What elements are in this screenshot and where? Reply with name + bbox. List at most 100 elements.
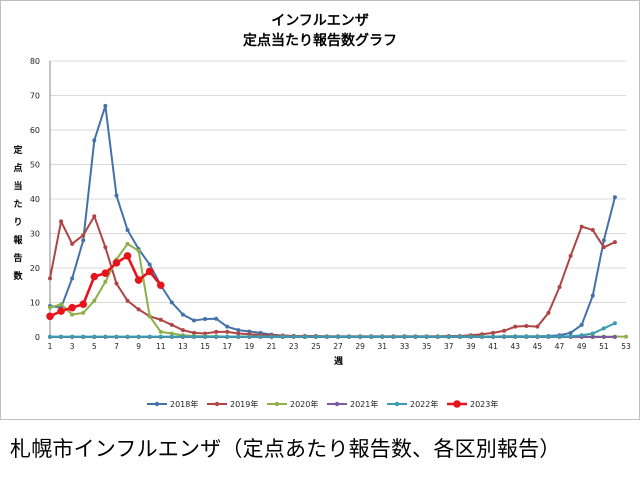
data-point xyxy=(236,331,241,336)
data-point xyxy=(92,298,97,303)
data-point xyxy=(68,303,76,312)
data-point xyxy=(435,334,440,339)
data-point xyxy=(59,302,64,307)
data-point xyxy=(424,334,429,339)
data-point xyxy=(491,334,496,339)
data-point xyxy=(81,238,86,243)
x-tick-label: 21 xyxy=(267,342,277,351)
data-point xyxy=(59,334,64,339)
x-tick-label: 17 xyxy=(222,342,232,351)
data-point xyxy=(324,334,329,339)
chart-subtitle: 定点当たり報告数グラフ xyxy=(243,33,397,49)
data-point xyxy=(313,334,318,339)
series-group xyxy=(46,103,628,339)
data-point xyxy=(568,330,573,335)
legend-swatch-marker xyxy=(214,401,220,407)
data-point xyxy=(347,334,352,339)
data-point xyxy=(280,334,285,339)
data-point xyxy=(203,317,208,322)
series-2020年 xyxy=(48,241,628,339)
data-point xyxy=(612,195,617,200)
gridlines xyxy=(50,60,626,338)
data-point xyxy=(145,267,154,276)
data-point xyxy=(214,329,219,334)
data-point xyxy=(601,238,606,243)
series-2022年 xyxy=(48,321,617,339)
data-point xyxy=(214,334,219,339)
data-point xyxy=(103,279,108,284)
data-point xyxy=(103,245,108,250)
data-point xyxy=(125,241,130,246)
chart-frame xyxy=(0,0,640,420)
data-point xyxy=(136,307,141,312)
data-point xyxy=(612,240,617,245)
data-point xyxy=(225,324,230,329)
series-2023年 xyxy=(46,252,165,321)
legend-item: 2020年 xyxy=(267,399,318,409)
data-point xyxy=(601,326,606,331)
series-line xyxy=(50,322,616,338)
x-tick-label: 25 xyxy=(311,342,321,351)
data-point xyxy=(612,321,617,326)
data-point xyxy=(92,138,97,143)
x-tick-label: 45 xyxy=(533,342,543,351)
data-point xyxy=(57,307,65,315)
legend-swatch-marker xyxy=(453,400,461,408)
data-point xyxy=(590,331,595,336)
data-point xyxy=(81,310,86,315)
series-2019年 xyxy=(48,214,617,339)
data-point xyxy=(158,329,163,334)
data-point xyxy=(302,334,307,339)
data-point xyxy=(136,248,141,253)
x-tick-label: 23 xyxy=(289,342,299,351)
data-point xyxy=(134,276,143,284)
legend-swatch-marker xyxy=(154,401,160,407)
y-tick-label: 0 xyxy=(35,333,40,342)
data-point xyxy=(468,334,473,339)
data-point xyxy=(568,334,573,339)
data-point xyxy=(502,328,507,333)
data-point xyxy=(48,334,52,339)
data-point xyxy=(180,328,185,333)
data-point xyxy=(180,334,185,339)
data-point xyxy=(92,334,97,339)
data-point xyxy=(125,298,130,303)
data-point xyxy=(114,281,119,286)
data-point xyxy=(590,293,595,298)
data-point xyxy=(601,335,606,339)
data-point xyxy=(169,322,174,327)
x-tick-label: 9 xyxy=(136,342,141,351)
data-point xyxy=(125,334,130,339)
y-tick-label: 20 xyxy=(30,264,40,273)
data-point xyxy=(192,330,196,335)
data-point xyxy=(192,318,196,323)
y-tick-label: 60 xyxy=(30,126,40,135)
data-point xyxy=(247,334,252,339)
data-point xyxy=(457,334,462,339)
data-point xyxy=(557,334,562,339)
data-point xyxy=(590,228,595,233)
x-tick-label: 47 xyxy=(555,342,565,351)
y-axis-label: 定点当たり報告数 xyxy=(13,146,23,282)
x-tick-label: 39 xyxy=(466,342,476,351)
x-tick-label: 11 xyxy=(156,342,166,351)
y-tick-labels: 0 10 20 30 40 50 60 70 80 xyxy=(30,57,40,342)
x-axis-label: 週 xyxy=(334,357,344,367)
legend-item: 2018年 xyxy=(147,399,198,409)
data-point xyxy=(59,219,64,224)
x-tick-label: 7 xyxy=(114,342,119,351)
x-tick-label: 1 xyxy=(48,342,53,351)
legend-swatch-marker xyxy=(274,401,280,407)
data-point xyxy=(147,314,152,319)
data-point xyxy=(92,214,97,219)
data-point xyxy=(48,276,52,281)
y-tick-label: 50 xyxy=(30,161,40,170)
data-point xyxy=(369,334,374,339)
data-point xyxy=(513,324,518,329)
legend-item: 2019年 xyxy=(207,399,258,409)
data-point xyxy=(79,300,88,309)
page-caption: 札幌市インフルエンザ（定点あたり報告数、各区別報告） xyxy=(10,437,561,461)
legend-label: 2022年 xyxy=(410,399,438,409)
data-point xyxy=(225,334,230,339)
data-point xyxy=(101,269,110,277)
